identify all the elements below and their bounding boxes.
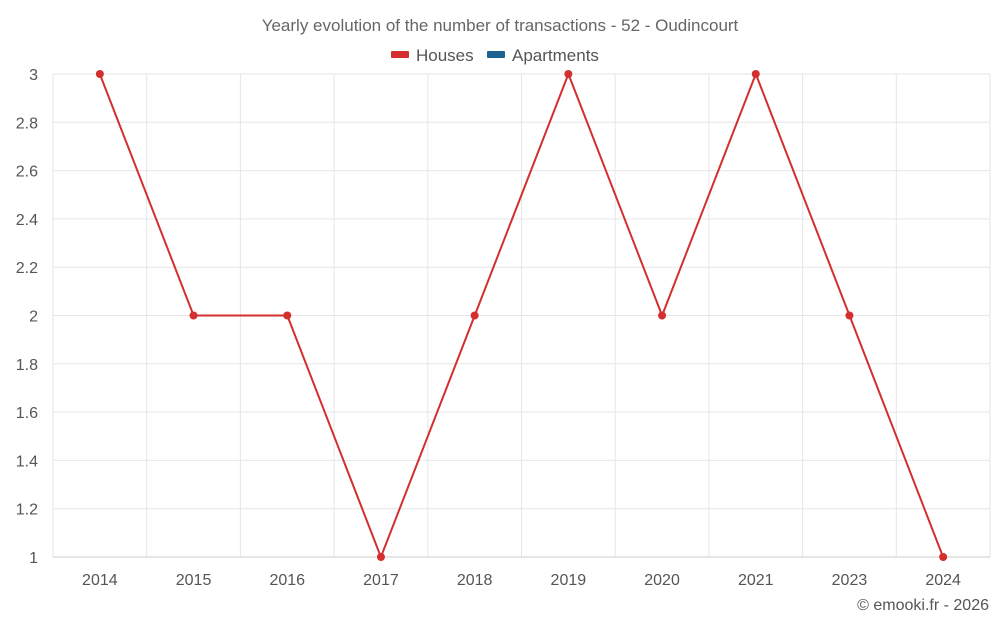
- data-point-houses[interactable]: [95, 70, 104, 78]
- legend-swatch-apartments: [487, 51, 505, 58]
- y-tick-label: 1.2: [16, 502, 38, 519]
- legend: Houses Apartments: [391, 46, 599, 65]
- x-tick-label: 2023: [832, 572, 868, 589]
- x-tick-label: 2019: [551, 572, 587, 589]
- y-tick-label: 1.8: [16, 357, 38, 374]
- y-tick-label: 2.4: [16, 212, 38, 229]
- x-tick-label: 2014: [82, 572, 118, 589]
- x-tick-label: 2020: [644, 572, 680, 589]
- y-tick-label: 2.8: [16, 115, 38, 132]
- credit-text: © emooki.fr - 2026: [857, 597, 989, 614]
- legend-label-houses: Houses: [416, 46, 474, 65]
- data-point-houses[interactable]: [283, 311, 292, 320]
- y-tick-label: 2.6: [16, 164, 38, 181]
- x-tick-label: 2015: [176, 572, 212, 589]
- chart-title: Yearly evolution of the number of transa…: [262, 16, 739, 35]
- y-tick-label: 2: [29, 309, 38, 326]
- y-tick-label: 1.4: [16, 453, 38, 470]
- data-point-houses[interactable]: [470, 311, 479, 320]
- y-tick-label: 2.2: [16, 260, 38, 277]
- y-tick-label: 3: [29, 67, 38, 84]
- x-tick-label: 2021: [738, 572, 774, 589]
- x-tick-label: 2016: [269, 572, 305, 589]
- legend-label-apartments: Apartments: [512, 46, 599, 65]
- legend-swatch-houses: [391, 51, 409, 58]
- x-tick-label: 2024: [925, 572, 961, 589]
- data-point-houses[interactable]: [939, 553, 948, 561]
- data-point-houses[interactable]: [658, 311, 667, 320]
- y-tick-label: 1: [29, 550, 38, 567]
- x-tick-label: 2017: [363, 572, 399, 589]
- series-houses: [95, 70, 948, 561]
- legend-item-apartments[interactable]: Apartments: [487, 46, 599, 65]
- data-point-houses[interactable]: [189, 311, 198, 320]
- y-tick-label: 1.6: [16, 405, 38, 422]
- x-axis: 2014 2015 2016 2017 2018 2019 2020 2021 2023 2024: [53, 556, 990, 589]
- data-point-houses[interactable]: [751, 70, 760, 78]
- x-tick-label: 2018: [457, 572, 493, 589]
- data-point-houses[interactable]: [564, 70, 573, 78]
- series-line-houses: [98, 73, 945, 558]
- y-axis: 1 1.2 1.4 1.6 1.8 2 2.2 2.4 2.6 2.8 3: [16, 67, 38, 567]
- data-point-houses[interactable]: [376, 553, 385, 561]
- legend-item-houses[interactable]: Houses: [391, 46, 474, 65]
- data-point-houses[interactable]: [845, 311, 854, 320]
